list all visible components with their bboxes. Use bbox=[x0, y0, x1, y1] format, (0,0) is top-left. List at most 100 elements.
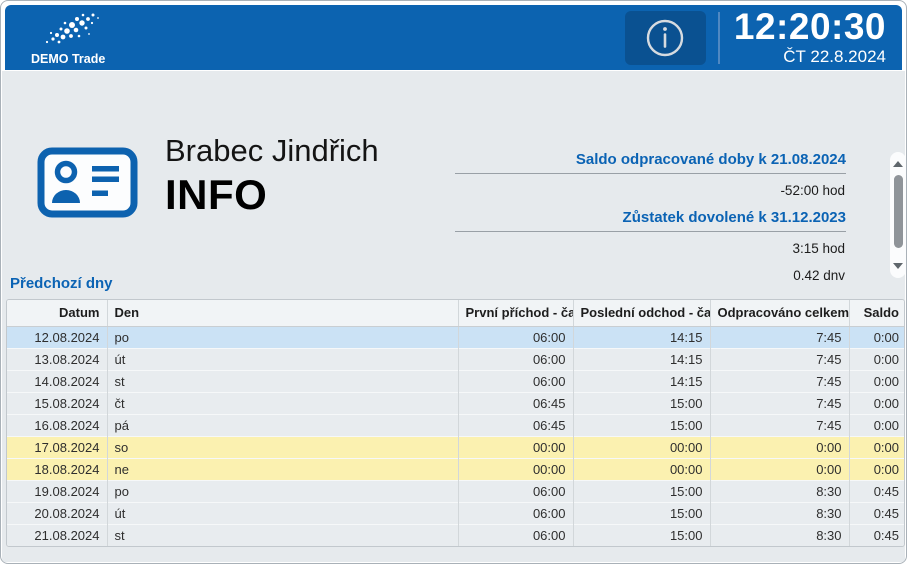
triangle-up-icon[interactable] bbox=[893, 161, 903, 167]
cell-den: čt bbox=[107, 391, 459, 414]
cell-prichod: 06:00 bbox=[458, 347, 574, 370]
table-row[interactable]: 19.08.2024 po 06:00 15:00 8:30 0:45 bbox=[7, 479, 904, 502]
cell-datum: 15.08.2024 bbox=[7, 391, 108, 414]
cell-prichod: 06:00 bbox=[458, 501, 574, 524]
clock: 12:20:30 ČT 22.8.2024 bbox=[734, 7, 886, 68]
clock-date: ČT 22.8.2024 bbox=[783, 47, 886, 67]
cell-prichod: 06:45 bbox=[458, 391, 574, 414]
column-header-saldo: Saldo bbox=[849, 300, 904, 327]
cell-datum: 14.08.2024 bbox=[7, 369, 108, 392]
cell-celkem: 8:30 bbox=[710, 479, 850, 502]
cell-odchod: 14:15 bbox=[573, 326, 711, 348]
cell-celkem: 7:45 bbox=[710, 369, 850, 392]
brand-name: DEMO Trade bbox=[31, 52, 106, 66]
cell-celkem: 7:45 bbox=[710, 326, 850, 348]
table-row[interactable]: 20.08.2024 út 06:00 15:00 8:30 0:45 bbox=[7, 501, 904, 524]
balance-worked-time: Saldo odpracované doby k 21.08.2024 -52:… bbox=[455, 151, 846, 208]
cell-prichod: 06:00 bbox=[458, 369, 574, 392]
dots-swoosh-icon bbox=[45, 13, 99, 44]
table-row[interactable]: 21.08.2024 st 06:00 15:00 8:30 0:45 bbox=[7, 523, 904, 546]
cell-odchod: 14:15 bbox=[573, 369, 711, 392]
cell-odchod: 15:00 bbox=[573, 479, 711, 502]
balance-vacation: Zůstatek dovolené k 31.12.2023 3:15 hod … bbox=[455, 209, 846, 293]
column-header-celkem: Odpracováno celkem bbox=[710, 300, 850, 327]
cell-den: po bbox=[107, 479, 459, 502]
cell-den: st bbox=[107, 369, 459, 392]
employee-name: Brabec Jindřich bbox=[165, 133, 379, 168]
cell-saldo: 0:00 bbox=[849, 326, 904, 348]
cell-celkem: 8:30 bbox=[710, 523, 850, 546]
cell-odchod: 15:00 bbox=[573, 501, 711, 524]
cell-den: út bbox=[107, 501, 459, 524]
cell-saldo: 0:00 bbox=[849, 413, 904, 436]
cell-celkem: 0:00 bbox=[710, 457, 850, 480]
cell-saldo: 0:00 bbox=[849, 435, 904, 458]
cell-prichod: 00:00 bbox=[458, 457, 574, 480]
table-row[interactable]: 18.08.2024 ne 00:00 00:00 0:00 0:00 bbox=[7, 457, 904, 480]
cell-datum: 18.08.2024 bbox=[7, 457, 108, 480]
table-row[interactable]: 14.08.2024 st 06:00 14:15 7:45 0:00 bbox=[7, 369, 904, 392]
table-row[interactable]: 13.08.2024 út 06:00 14:15 7:45 0:00 bbox=[7, 347, 904, 370]
cell-odchod: 15:00 bbox=[573, 391, 711, 414]
cell-saldo: 0:00 bbox=[849, 347, 904, 370]
cell-datum: 13.08.2024 bbox=[7, 347, 108, 370]
info-button[interactable] bbox=[624, 10, 706, 65]
cell-saldo: 0:45 bbox=[849, 523, 904, 546]
cell-saldo: 0:00 bbox=[849, 391, 904, 414]
scrollbar-thumb[interactable] bbox=[893, 175, 903, 248]
topbar-right: 12:20:30 ČT 22.8.2024 bbox=[624, 7, 886, 68]
previous-days-table: Datum Den První příchod - čas Poslední o… bbox=[6, 299, 905, 547]
cell-datum: 16.08.2024 bbox=[7, 413, 108, 436]
balance-value: -52:00 hod bbox=[780, 183, 845, 198]
table-row[interactable]: 15.08.2024 čt 06:45 15:00 7:45 0:00 bbox=[7, 391, 904, 414]
brand: DEMO Trade bbox=[31, 9, 105, 66]
triangle-down-icon[interactable] bbox=[893, 263, 903, 269]
table-row[interactable]: 16.08.2024 pá 06:45 15:00 7:45 0:00 bbox=[7, 413, 904, 436]
cell-datum: 20.08.2024 bbox=[7, 501, 108, 524]
cell-saldo: 0:00 bbox=[849, 457, 904, 480]
cell-celkem: 7:45 bbox=[710, 347, 850, 370]
cell-den: pá bbox=[107, 413, 459, 436]
table-header-row: Datum Den První příchod - čas Poslední o… bbox=[7, 300, 904, 327]
cell-odchod: 15:00 bbox=[573, 523, 711, 546]
cell-saldo: 0:45 bbox=[849, 501, 904, 524]
cell-saldo: 0:00 bbox=[849, 369, 904, 392]
cell-celkem: 7:45 bbox=[710, 413, 850, 436]
cell-odchod: 15:00 bbox=[573, 413, 711, 436]
cell-prichod: 06:00 bbox=[458, 479, 574, 502]
app-body: Brabec Jindřich INFO Saldo odpracované d… bbox=[2, 71, 906, 562]
cell-datum: 21.08.2024 bbox=[7, 523, 108, 546]
cell-celkem: 8:30 bbox=[710, 501, 850, 524]
balance-title: Zůstatek dovolené k 31.12.2023 bbox=[455, 209, 846, 232]
column-header-prichod: První příchod - čas bbox=[458, 300, 574, 327]
scrollbar[interactable] bbox=[890, 152, 906, 278]
id-card-icon bbox=[37, 147, 138, 218]
cell-den: po bbox=[107, 326, 459, 348]
cell-celkem: 7:45 bbox=[710, 391, 850, 414]
cell-prichod: 06:00 bbox=[458, 326, 574, 348]
cell-celkem: 0:00 bbox=[710, 435, 850, 458]
balance-value: 3:15 hod bbox=[792, 241, 845, 256]
balance-panel: Saldo odpracované doby k 21.08.2024 -52:… bbox=[455, 151, 846, 293]
column-header-den: Den bbox=[107, 300, 459, 327]
cell-odchod: 14:15 bbox=[573, 347, 711, 370]
cell-odchod: 00:00 bbox=[573, 457, 711, 480]
balance-value: 0.42 dnv bbox=[793, 268, 845, 283]
table-row[interactable]: 12.08.2024 po 06:00 14:15 7:45 0:00 bbox=[7, 326, 904, 348]
column-header-datum: Datum bbox=[7, 300, 108, 327]
cell-den: út bbox=[107, 347, 459, 370]
cell-odchod: 00:00 bbox=[573, 435, 711, 458]
cell-prichod: 06:00 bbox=[458, 523, 574, 546]
topbar-divider bbox=[717, 11, 720, 64]
info-circle-icon bbox=[647, 19, 684, 56]
screen-title: INFO bbox=[165, 171, 268, 218]
cell-datum: 19.08.2024 bbox=[7, 479, 108, 502]
cell-saldo: 0:45 bbox=[849, 479, 904, 502]
table-row[interactable]: 17.08.2024 so 00:00 00:00 0:00 0:00 bbox=[7, 435, 904, 458]
cell-prichod: 06:45 bbox=[458, 413, 574, 436]
cell-prichod: 00:00 bbox=[458, 435, 574, 458]
section-title-previous-days: Předchozí dny bbox=[10, 275, 113, 292]
cell-datum: 12.08.2024 bbox=[7, 326, 108, 348]
cell-den: st bbox=[107, 523, 459, 546]
